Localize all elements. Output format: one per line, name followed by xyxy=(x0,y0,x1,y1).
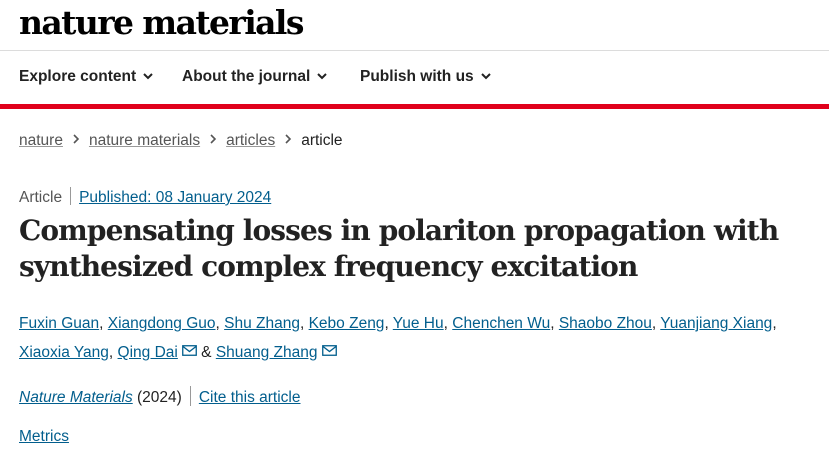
breadcrumb-current: article xyxy=(301,132,343,149)
author-separator: , xyxy=(215,315,225,332)
breadcrumb: nature nature materials articles article xyxy=(19,131,343,151)
author-separator: , xyxy=(108,344,118,361)
breadcrumb-nature-materials[interactable]: nature materials xyxy=(88,132,201,149)
article-type: Article xyxy=(19,189,63,206)
author-separator: , xyxy=(99,315,108,332)
chevron-down-icon xyxy=(143,73,153,80)
mail-icon[interactable] xyxy=(181,345,197,356)
chevron-right-icon xyxy=(285,134,292,144)
author-link[interactable]: Kebo Zeng xyxy=(308,315,385,332)
masthead: nature materials xyxy=(0,0,829,51)
nav-label: About the journal xyxy=(182,68,311,85)
chevron-down-icon xyxy=(480,73,491,80)
cite-article-link[interactable]: Cite this article xyxy=(198,389,301,406)
author-link[interactable]: Chenchen Wu xyxy=(452,315,551,332)
article-meta: Article Published: 08 January 2024 xyxy=(19,187,271,208)
meta-divider xyxy=(70,187,72,205)
author-link[interactable]: Yuanjiang Xiang xyxy=(660,315,773,332)
author-separator: , xyxy=(550,315,559,332)
breadcrumb-nature[interactable]: nature xyxy=(19,132,63,149)
nav-about-journal[interactable]: About the journal xyxy=(182,51,328,103)
publication-year: (2024) xyxy=(132,389,182,406)
chevron-right-icon xyxy=(73,134,80,144)
author-link[interactable]: Xiaoxia Yang xyxy=(19,344,109,361)
author-separator: , xyxy=(384,315,393,332)
mail-icon[interactable] xyxy=(321,345,337,356)
breadcrumb-articles[interactable]: articles xyxy=(226,132,276,149)
author-separator: , xyxy=(772,315,777,332)
journal-info: Nature Materials (2024) Cite this article xyxy=(19,386,301,408)
author-and: & xyxy=(196,344,216,361)
author-link[interactable]: Xiangdong Guo xyxy=(107,315,216,332)
author-list: Fuxin Guan, Xiangdong Guo, Shu Zhang, Ke… xyxy=(19,309,809,367)
chevron-down-icon xyxy=(317,73,328,80)
author-link[interactable]: Shaobo Zhou xyxy=(558,315,652,332)
brand-divider xyxy=(0,104,829,109)
nav-label: Publish with us xyxy=(360,68,474,85)
author-link[interactable]: Qing Dai xyxy=(117,344,178,361)
author-link[interactable]: Shuang Zhang xyxy=(215,344,318,361)
nav-explore-content[interactable]: Explore content xyxy=(19,51,154,103)
author-separator: , xyxy=(651,315,661,332)
author-separator: , xyxy=(443,315,453,332)
nav-publish-with-us[interactable]: Publish with us xyxy=(360,51,492,103)
published-date-link[interactable]: Published: 08 January 2024 xyxy=(79,189,272,206)
main-nav: Explore content About the journal Publis… xyxy=(0,51,829,103)
article-title: Compensating losses in polariton propaga… xyxy=(19,214,779,283)
author-link[interactable]: Shu Zhang xyxy=(224,315,300,332)
nav-label: Explore content xyxy=(19,68,137,85)
author-separator: , xyxy=(299,315,309,332)
metrics-link[interactable]: Metrics xyxy=(19,428,69,445)
journal-divider xyxy=(189,386,191,406)
chevron-right-icon xyxy=(210,134,217,144)
site-logo[interactable]: nature materials xyxy=(19,3,304,42)
journal-link[interactable]: Nature Materials xyxy=(19,389,133,406)
author-link[interactable]: Fuxin Guan xyxy=(19,315,100,332)
author-link[interactable]: Yue Hu xyxy=(392,315,444,332)
